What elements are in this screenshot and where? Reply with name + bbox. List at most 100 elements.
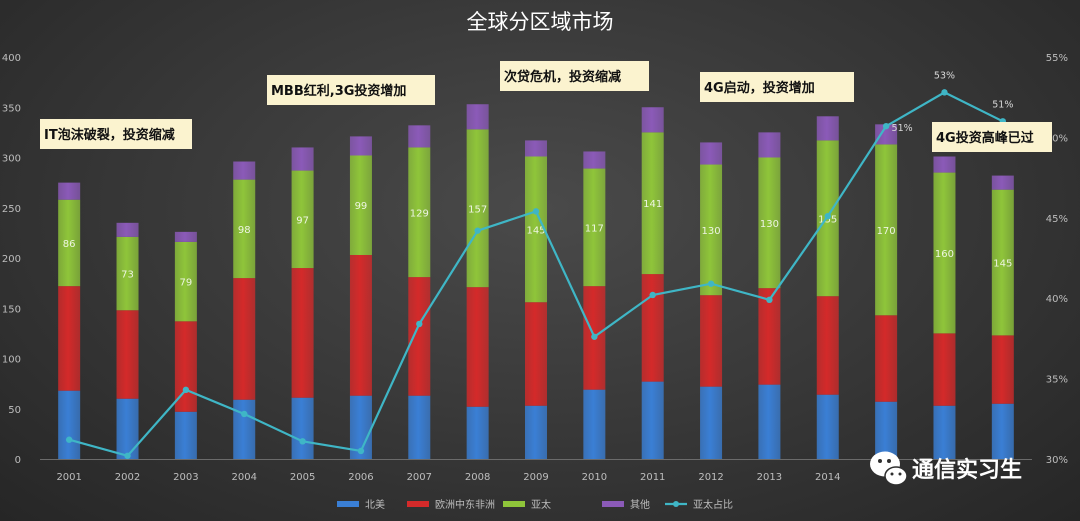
bar-segment	[641, 274, 664, 382]
bar-segment	[700, 386, 723, 459]
bar-segment	[991, 189, 1014, 336]
legend-swatch	[337, 501, 359, 507]
segment-data-label: 117	[585, 223, 604, 234]
x-tick-label: 2010	[582, 472, 607, 483]
line-point	[182, 386, 190, 394]
x-tick-label: 2012	[698, 472, 723, 483]
segment-data-label: 79	[180, 278, 193, 289]
x-tick-label: 2003	[173, 472, 198, 483]
legend-label: 欧洲中东非洲	[435, 498, 495, 511]
bar-segment	[408, 125, 431, 148]
segment-data-label: 157	[468, 204, 487, 215]
legend: 北美 欧洲中东非洲 亚太 其他 亚太占比	[337, 498, 733, 511]
bar-segment	[466, 129, 489, 288]
wechat-icon	[870, 451, 908, 486]
annotation-layer: IT泡沫破裂，投资缩减 MBB红利,3G投资增加 次贷危机，投资缩减 4G启动，投资增…	[40, 61, 1052, 152]
watermark-text: 通信实习生	[912, 457, 1022, 483]
bars-layer: 86 73 79 98 97 99 129 157 145 117 141 130 130 155 170 1…	[58, 104, 1014, 459]
bar-segment	[408, 395, 431, 459]
bar-segment	[875, 144, 898, 316]
bar-segment	[933, 333, 956, 406]
annotation-box	[932, 122, 1052, 152]
segment-data-label: 97	[296, 215, 309, 226]
bar-segment	[174, 231, 197, 242]
y-left-tick-label: 400	[2, 53, 21, 64]
x-tick-label: 2011	[640, 472, 665, 483]
line-point	[124, 452, 131, 459]
y-left-tick-label: 50	[8, 405, 21, 416]
bar-segment	[291, 397, 314, 459]
line-layer: 51% 53% 51%	[65, 70, 1013, 459]
bar-segment	[758, 288, 781, 385]
bar-segment	[933, 172, 956, 334]
legend-label: 亚太占比	[693, 498, 733, 511]
bar-segment	[641, 107, 664, 133]
bar-segment	[291, 170, 314, 269]
bar-segment	[58, 286, 81, 391]
bar-segment	[933, 156, 956, 173]
bar-segment	[875, 401, 898, 459]
line-point-label: 53%	[934, 70, 955, 81]
bar-segment	[758, 132, 781, 158]
bar-segment	[233, 399, 256, 459]
bar-segment	[116, 398, 139, 459]
bar-segment	[700, 164, 723, 296]
y-left-tick-label: 100	[2, 355, 21, 366]
bar-segment	[291, 147, 314, 171]
line-point	[416, 320, 423, 328]
line-point	[532, 208, 540, 215]
legend-label: 北美	[365, 498, 385, 511]
bar-segment	[349, 136, 372, 156]
x-tick-label: 2002	[115, 472, 140, 483]
bar-segment	[116, 236, 139, 311]
line-point-label: 51%	[992, 99, 1013, 110]
line-point	[474, 227, 481, 234]
bar-segment	[525, 405, 547, 459]
line-point	[649, 291, 656, 299]
segment-data-label: 170	[877, 226, 896, 237]
annotation-text: 4G投资高峰已过	[936, 130, 1034, 146]
y-left-tick-label: 150	[2, 304, 21, 315]
bar-segment	[758, 157, 781, 289]
annotation-box	[40, 119, 192, 149]
bar-segment	[349, 155, 372, 255]
legend-swatch	[503, 501, 525, 507]
bar-segment	[466, 287, 489, 407]
bar-segment	[58, 199, 81, 287]
legend-label: 亚太	[531, 498, 551, 511]
bar-segment	[816, 116, 839, 141]
annotation-text: IT泡沫破裂，投资缩减	[44, 127, 175, 143]
watermark: 通信实习生	[870, 451, 1022, 486]
chart-title: 全球分区域市场	[467, 10, 614, 34]
x-tick-label: 2013	[757, 472, 782, 483]
bar-segment	[174, 241, 197, 322]
bar-segment	[116, 222, 139, 237]
segment-data-label: 99	[355, 201, 368, 212]
bar-segment	[466, 104, 489, 130]
bar-segment	[408, 277, 431, 396]
bar-segment	[875, 124, 898, 145]
line-point	[65, 436, 73, 443]
segment-data-label: 160	[935, 249, 954, 260]
y-left-tick-label: 200	[2, 254, 21, 265]
bar-segment	[816, 296, 839, 395]
bar-segment	[116, 310, 139, 399]
y-right-tick-label: 50%	[1046, 133, 1068, 144]
bar-segment	[641, 381, 664, 459]
line-point	[299, 438, 306, 445]
bar-segment	[466, 406, 489, 459]
segment-data-label: 145	[993, 259, 1012, 270]
legend-swatch	[602, 501, 624, 507]
annotation-text: MBB红利,3G投资增加	[271, 83, 406, 99]
x-tick-label: 2014	[815, 472, 840, 483]
bar-segment	[233, 179, 256, 279]
y-left-tick-label: 0	[15, 455, 21, 466]
annotation-text: 次贷危机，投资缩减	[504, 69, 621, 85]
line-point	[707, 280, 715, 287]
segment-data-label: 145	[526, 225, 545, 236]
x-tick-label: 2007	[407, 472, 432, 483]
segment-data-label: 130	[702, 226, 721, 237]
bar-segment	[174, 321, 197, 412]
bar-segment	[349, 254, 372, 396]
bar-segment	[700, 142, 723, 165]
